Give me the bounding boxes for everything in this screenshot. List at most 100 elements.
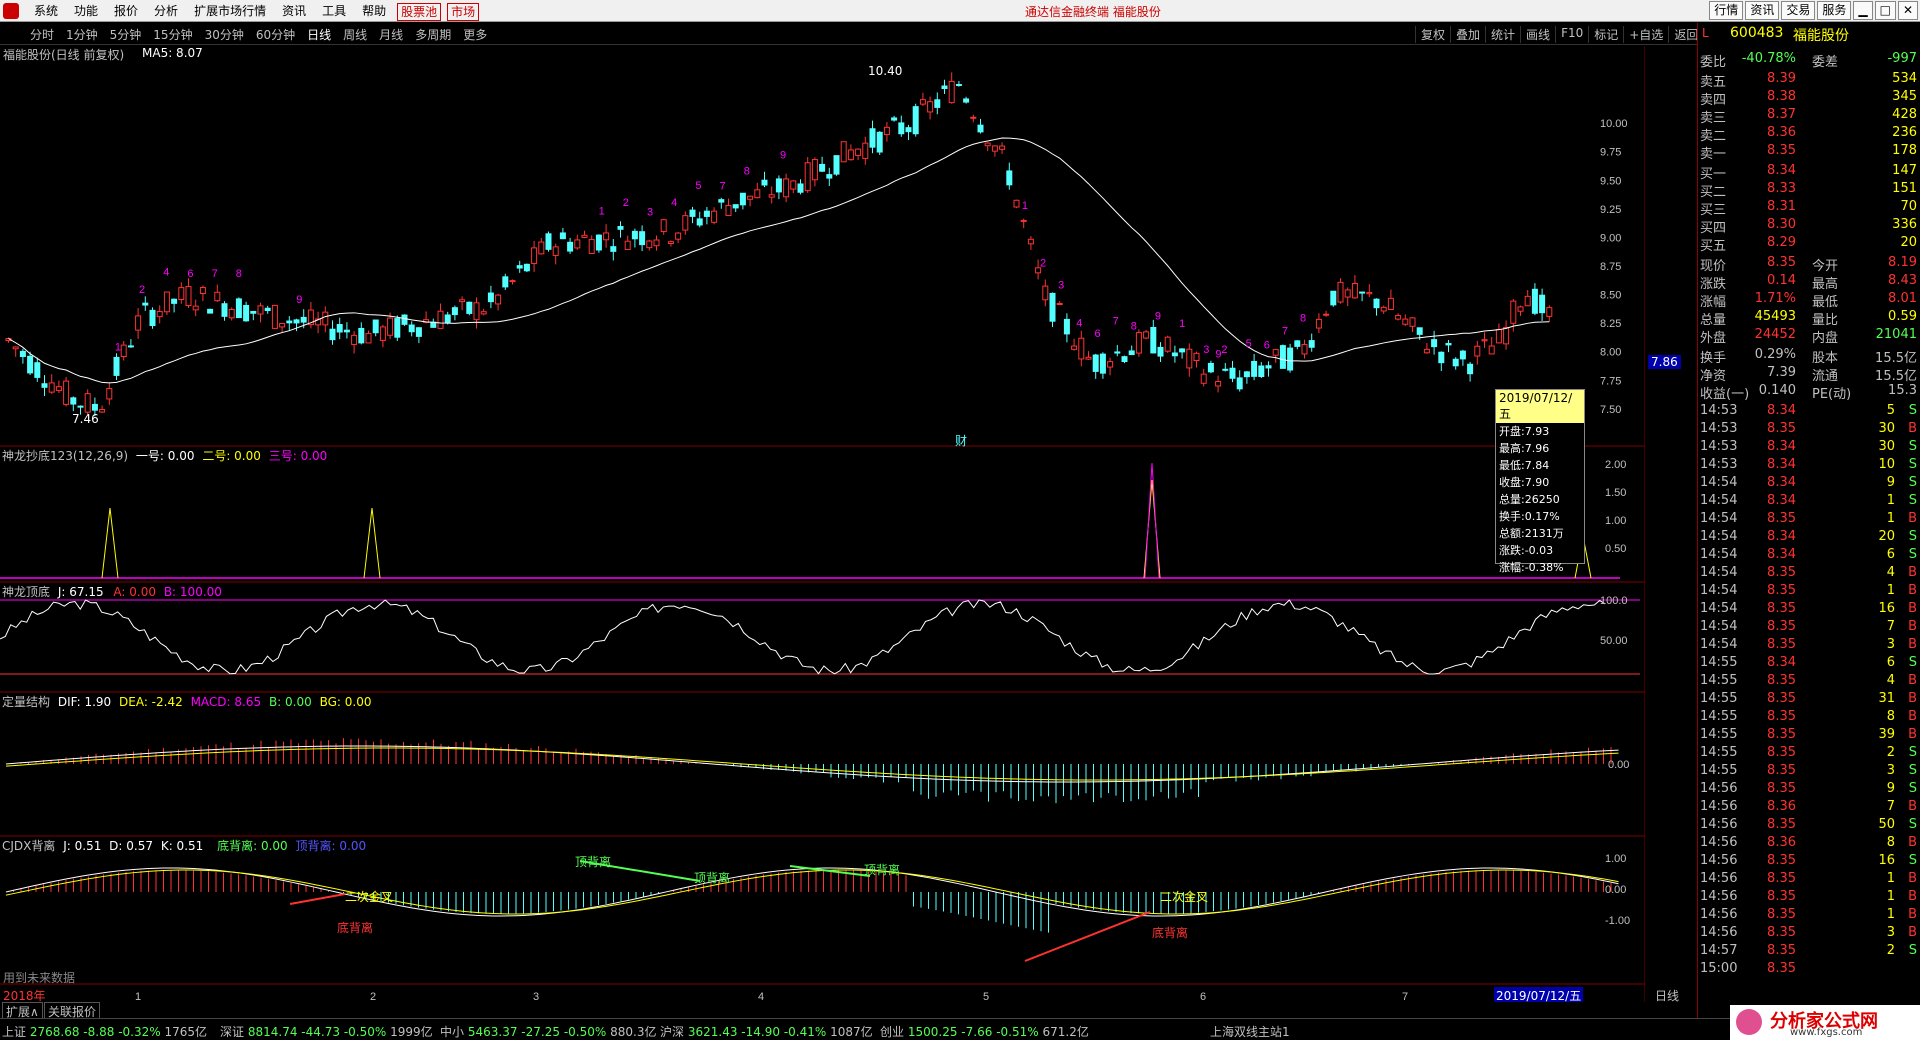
menu-system[interactable]: 系统	[34, 4, 59, 18]
quote-cell: 净资	[1700, 369, 1727, 384]
tool-f10[interactable]: F10	[1555, 26, 1588, 43]
current-price-tag: 7.86	[1648, 355, 1681, 369]
quote-cell: B	[1908, 709, 1917, 724]
candle-body	[192, 305, 199, 311]
quote-cell: 最低	[1812, 295, 1839, 310]
candle-body	[351, 334, 358, 345]
menu-market[interactable]: 市场	[447, 3, 480, 21]
tool-tongji[interactable]: 统计	[1485, 26, 1520, 43]
menu-help[interactable]: 帮助	[362, 4, 387, 18]
tab-15min[interactable]: 15分钟	[153, 28, 193, 42]
candle-body	[1279, 345, 1286, 369]
price-tick-label: 7.50	[1600, 404, 1621, 416]
panel4-title: CJDX背离	[2, 839, 56, 853]
quote-cell: 卖三	[1700, 111, 1727, 126]
panel2-title: 神龙顶底	[2, 585, 51, 599]
seq-number: 1	[1022, 200, 1028, 212]
seq-number: 7	[1113, 315, 1119, 327]
menu-ext-market[interactable]: 扩展市场行情	[194, 4, 267, 18]
tab-daily[interactable]: 日线	[307, 28, 332, 42]
tab-weekly[interactable]: 周线	[343, 28, 368, 42]
tab-more[interactable]: 更多	[463, 28, 488, 42]
tool-fuquan[interactable]: 复权	[1415, 26, 1450, 43]
candle-body	[495, 294, 502, 305]
price-tick-label: 7.75	[1600, 375, 1621, 387]
minimize-icon[interactable]: ▁	[1853, 1, 1873, 20]
menu-stock-pool[interactable]: 股票池	[397, 3, 442, 21]
quote-cell: 现价	[1700, 259, 1727, 274]
candle-body	[603, 232, 610, 241]
main-menu: 系统 功能 报价 分析 扩展市场行情 资讯 工具 帮助 股票池 市场	[26, 3, 482, 21]
menu-analysis[interactable]: 分析	[154, 4, 179, 18]
tab-5min[interactable]: 5分钟	[109, 28, 142, 42]
candle-body	[1531, 288, 1538, 314]
candle-body	[1467, 363, 1474, 375]
candle-body	[1524, 295, 1531, 307]
candle-body	[559, 232, 566, 240]
p4-tick: -1.00	[1605, 915, 1630, 927]
tool-huaxian[interactable]: 画线	[1520, 26, 1555, 43]
maximize-icon[interactable]: □	[1874, 1, 1896, 20]
btn-fuwu[interactable]: 服务	[1817, 1, 1852, 20]
bottom-div-note-1: 底背离	[337, 921, 374, 935]
tab-fenshi[interactable]: 分时	[30, 28, 55, 42]
close-icon[interactable]: ✕	[1897, 1, 1918, 20]
tab-multi[interactable]: 多周期	[415, 28, 452, 42]
candle-body	[336, 324, 343, 333]
low-price-mark: 7.46	[72, 412, 99, 426]
candle-body	[120, 344, 127, 358]
tool-fanhui[interactable]: 返回	[1668, 26, 1703, 43]
quote-cell: 336	[1892, 217, 1917, 232]
quote-cell: B	[1908, 727, 1917, 742]
panel3-header: 定量结构 DIF: 1.90 DEA: -2.42 MACD: 8.65 B: …	[2, 693, 371, 710]
chart-area[interactable]: 10.00 9.75 9.50 9.25 9.00 8.75 8.50 8.25 8.00 7.7…	[0, 46, 1681, 1005]
menu-info[interactable]: 资讯	[282, 4, 307, 18]
seq-number: 8	[1131, 320, 1137, 332]
candle-body	[955, 83, 962, 86]
quote-cell: 14:56	[1700, 871, 1738, 886]
candle-body	[883, 126, 890, 136]
quote-cell: 买二	[1700, 185, 1727, 200]
quote-cell: 14:54	[1700, 529, 1738, 544]
candle-body	[1380, 306, 1387, 312]
candle-body	[149, 309, 156, 327]
candle-body	[293, 319, 300, 324]
candle-body	[1510, 300, 1517, 324]
quote-cell: 14:53	[1700, 439, 1738, 454]
quote-cell: 30	[1878, 439, 1895, 454]
quote-cell: 14:54	[1700, 619, 1738, 634]
candle-body	[646, 240, 653, 249]
candle-body	[207, 308, 214, 314]
tab-60min[interactable]: 60分钟	[255, 28, 296, 42]
quote-cell: S	[1908, 457, 1917, 472]
menu-tools[interactable]: 工具	[322, 4, 347, 18]
candle-body	[41, 383, 48, 388]
menu-quote[interactable]: 报价	[114, 4, 139, 18]
period-tabs: 分时 1分钟 5分钟 15分钟 30分钟 60分钟 日线 周线 月线 多周期 更…	[24, 26, 493, 43]
kline-chart-svg[interactable]: 10.009.759.509.259.008.758.508.258.007.7…	[0, 46, 1645, 1005]
candle-body	[653, 239, 660, 247]
candle-body	[1459, 350, 1466, 360]
quote-cell: 50	[1878, 817, 1895, 832]
tab-30min[interactable]: 30分钟	[204, 28, 244, 42]
tool-biaoji[interactable]: 标记	[1588, 26, 1623, 43]
tab-1min[interactable]: 1分钟	[66, 28, 98, 42]
btn-jiaoyi[interactable]: 交易	[1781, 1, 1816, 20]
btn-zixun[interactable]: 资讯	[1745, 1, 1780, 20]
tooltip-line: 换手:0.17%	[1499, 510, 1560, 523]
quote-cell: B	[1908, 601, 1917, 616]
candle-body	[1013, 199, 1020, 208]
btn-hangqing[interactable]: 行情	[1709, 1, 1744, 20]
quote-cell: S	[1908, 493, 1917, 508]
tick-row: 14:55 8.34 6 S	[1698, 655, 1920, 673]
tool-zixuan[interactable]: +自选	[1623, 26, 1668, 43]
candle-body	[1229, 367, 1236, 379]
top-div-note-1: 顶背离	[575, 855, 612, 869]
quote-cell: 总量	[1700, 313, 1727, 328]
candle-body	[1503, 326, 1510, 345]
menu-function[interactable]: 功能	[74, 4, 99, 18]
tool-diejia[interactable]: 叠加	[1450, 26, 1485, 43]
tooltip-line: 总量:26250	[1499, 493, 1560, 506]
candle-body	[970, 116, 977, 119]
tab-monthly[interactable]: 月线	[379, 28, 404, 42]
